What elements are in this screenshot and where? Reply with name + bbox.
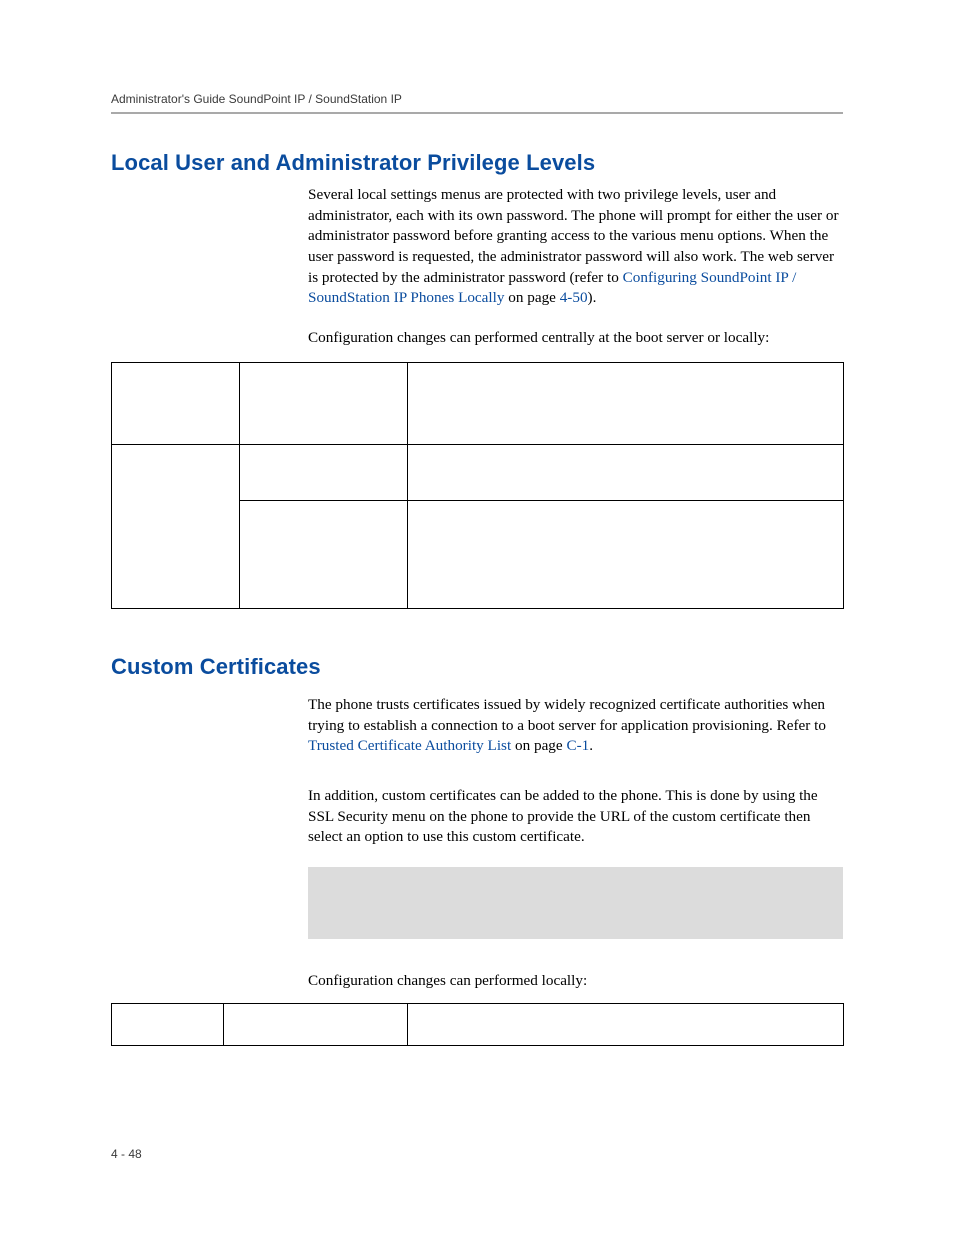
page-number: 4 - 48 bbox=[111, 1147, 142, 1161]
text-run: . bbox=[589, 737, 593, 754]
table-cell bbox=[112, 445, 240, 609]
privilege-paragraph-1: Several local settings menus are protect… bbox=[308, 185, 843, 309]
custom-cert-paragraph-1: The phone trusts certificates issued by … bbox=[308, 695, 843, 757]
table-row bbox=[112, 363, 844, 445]
link-page-c-1[interactable]: C-1 bbox=[566, 737, 589, 754]
text-run: ). bbox=[588, 289, 597, 306]
link-page-4-50[interactable]: 4-50 bbox=[560, 289, 588, 306]
heading-privilege-levels: Local User and Administrator Privilege L… bbox=[111, 150, 595, 176]
table-cell bbox=[408, 501, 844, 609]
table-cell bbox=[240, 445, 408, 501]
privilege-paragraph-2: Configuration changes can performed cent… bbox=[308, 328, 843, 349]
custom-cert-paragraph-3: Configuration changes can performed loca… bbox=[308, 971, 843, 992]
text-run: The phone trusts certificates issued by … bbox=[308, 696, 826, 734]
custom-cert-config-table bbox=[111, 1003, 844, 1046]
custom-cert-paragraph-2: In addition, custom certificates can be … bbox=[308, 786, 843, 848]
heading-custom-certificates: Custom Certificates bbox=[111, 654, 321, 680]
table-cell bbox=[408, 445, 844, 501]
table-row bbox=[112, 1004, 844, 1046]
text-run: on page bbox=[504, 289, 559, 306]
table-cell bbox=[408, 363, 844, 445]
privilege-config-table bbox=[111, 362, 844, 609]
text-run: on page bbox=[511, 737, 566, 754]
header-rule bbox=[111, 112, 843, 114]
table-row bbox=[112, 445, 844, 501]
table-cell bbox=[408, 1004, 844, 1046]
note-box bbox=[308, 867, 843, 939]
table-cell bbox=[240, 363, 408, 445]
page: Administrator's Guide SoundPoint IP / So… bbox=[111, 0, 843, 1235]
table-cell bbox=[112, 363, 240, 445]
running-header: Administrator's Guide SoundPoint IP / So… bbox=[111, 92, 843, 106]
link-trusted-ca-list[interactable]: Trusted Certificate Authority List bbox=[308, 737, 511, 754]
table-cell bbox=[112, 1004, 224, 1046]
table-cell bbox=[224, 1004, 408, 1046]
table-cell bbox=[240, 501, 408, 609]
